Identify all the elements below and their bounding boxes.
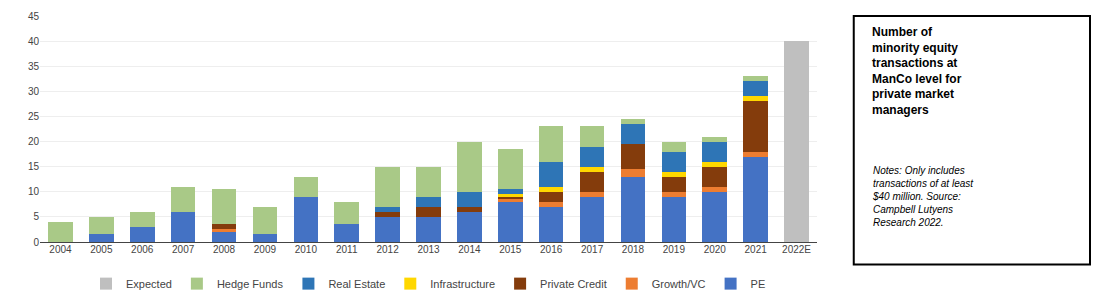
svg-text:5: 5 [33, 211, 39, 222]
svg-text:30: 30 [28, 86, 40, 97]
svg-text:2019: 2019 [663, 244, 686, 255]
svg-text:2021: 2021 [745, 244, 768, 255]
svg-text:45: 45 [28, 11, 40, 22]
svg-text:Hedge Funds: Hedge Funds [217, 278, 284, 290]
svg-text:2008: 2008 [213, 244, 236, 255]
svg-text:Growth/VC: Growth/VC [652, 278, 706, 290]
svg-text:10: 10 [28, 186, 40, 197]
svg-text:Real Estate: Real Estate [328, 278, 385, 290]
svg-text:2018: 2018 [622, 244, 645, 255]
svg-text:2012: 2012 [376, 244, 399, 255]
svg-text:2015: 2015 [499, 244, 522, 255]
svg-text:2005: 2005 [90, 244, 113, 255]
svg-text:Private Credit: Private Credit [540, 278, 607, 290]
svg-text:2010: 2010 [295, 244, 318, 255]
svg-text:2006: 2006 [131, 244, 154, 255]
svg-text:2014: 2014 [458, 244, 481, 255]
svg-text:15: 15 [28, 161, 40, 172]
svg-text:Expected: Expected [126, 278, 172, 290]
svg-text:25: 25 [28, 111, 40, 122]
svg-text:2020: 2020 [704, 244, 727, 255]
svg-text:PE: PE [751, 278, 766, 290]
svg-text:2013: 2013 [417, 244, 440, 255]
svg-text:2009: 2009 [254, 244, 277, 255]
svg-text:Infrastructure: Infrastructure [430, 278, 495, 290]
svg-text:2007: 2007 [172, 244, 195, 255]
svg-text:40: 40 [28, 36, 40, 47]
svg-text:2011: 2011 [336, 244, 358, 255]
svg-text:35: 35 [28, 61, 40, 72]
svg-text:20: 20 [28, 136, 40, 147]
svg-text:2022E: 2022E [782, 244, 811, 255]
svg-text:Notes: Only includestransactio: Notes: Only includestransactions of at l… [872, 165, 974, 228]
svg-text:Number ofminority equitytransa: Number ofminority equitytransactions atM… [872, 25, 962, 117]
svg-text:2016: 2016 [540, 244, 563, 255]
svg-text:0: 0 [33, 237, 39, 248]
svg-text:2004: 2004 [49, 244, 72, 255]
svg-text:2017: 2017 [581, 244, 604, 255]
